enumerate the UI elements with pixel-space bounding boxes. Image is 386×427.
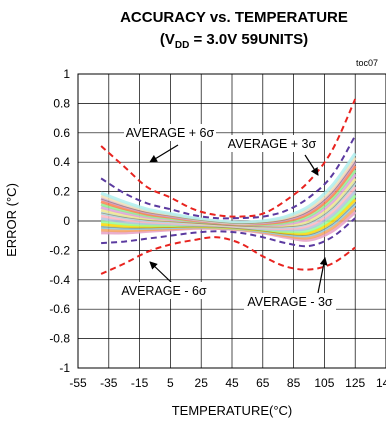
y-tick-label: -0.6 xyxy=(49,302,70,316)
x-tick-label: 145 xyxy=(376,376,386,390)
annotation-label: AVERAGE + 6σ xyxy=(126,126,215,140)
annotation-arrow xyxy=(149,261,173,284)
unit-curve xyxy=(100,152,357,225)
annotation-label: AVERAGE - 3σ xyxy=(247,295,333,309)
x-tick-label: 125 xyxy=(345,376,365,390)
chart-code: toc07 xyxy=(356,58,378,68)
y-tick-label: 1 xyxy=(63,67,70,81)
x-tick-label: 105 xyxy=(314,376,334,390)
bound-curve xyxy=(100,236,356,275)
x-tick-label: 65 xyxy=(256,376,270,390)
annotation-bg xyxy=(124,124,216,141)
chart-title: ACCURACY vs. TEMPERATURE xyxy=(120,9,348,26)
y-axis-label: ERROR (°C) xyxy=(4,183,19,257)
unit-curve xyxy=(101,182,356,228)
annotation-bg xyxy=(226,135,318,152)
annotation-label: AVERAGE - 6σ xyxy=(121,284,207,298)
annotation-arrow xyxy=(317,257,328,294)
x-tick-label: -15 xyxy=(131,376,149,390)
subtitle-pre: (V xyxy=(160,31,175,48)
annotation-bg xyxy=(244,293,336,310)
annotation-label: AVERAGE + 3σ xyxy=(228,137,317,151)
x-tick-label: -35 xyxy=(100,376,118,390)
unit-curve xyxy=(100,161,356,225)
unit-curve xyxy=(101,203,356,237)
tick-labels: -55 -35 -15 5 25 45 65 85 105 125 145 1 0.8 0.6 0.4 0.2… xyxy=(49,67,386,390)
annotation-arrow xyxy=(149,144,179,163)
x-tick-label: 85 xyxy=(287,376,301,390)
x-tick-label: -55 xyxy=(69,376,87,390)
annotation-arrow xyxy=(304,154,319,176)
y-tick-label: -0.8 xyxy=(49,332,70,346)
sigma-bounds xyxy=(100,98,357,275)
subtitle-post: = 3.0V 59UNITS) xyxy=(189,31,308,48)
chart-subtitle: (VDD = 3.0V 59UNITS) xyxy=(160,31,308,51)
unit-curves-band xyxy=(100,152,357,242)
plot-frame xyxy=(77,73,386,369)
bound-curve xyxy=(101,217,356,248)
y-tick-label: 0.4 xyxy=(53,155,70,169)
annotations: AVERAGE + 6σ AVERAGE + 3σ AVERAGE - 6σ AVER… xyxy=(118,124,336,310)
y-tick-label: -0.2 xyxy=(49,243,70,257)
annotation-bg xyxy=(118,282,210,299)
x-tick-label: 5 xyxy=(167,376,174,390)
y-tick-label: -1 xyxy=(59,361,70,375)
y-tick-label: 0.2 xyxy=(53,185,70,199)
x-tick-label: 25 xyxy=(195,376,209,390)
subtitle-sub: DD xyxy=(175,40,189,51)
bound-curve xyxy=(100,135,357,220)
y-tick-label: -0.4 xyxy=(49,273,70,287)
y-tick-label: 0.8 xyxy=(53,96,70,110)
y-tick-label: 0 xyxy=(63,214,70,228)
x-tick-label: 45 xyxy=(225,376,239,390)
y-tick-label: 0.6 xyxy=(53,126,70,140)
bound-curve xyxy=(100,98,357,218)
x-axis-label: TEMPERATURE(°C) xyxy=(172,403,293,418)
